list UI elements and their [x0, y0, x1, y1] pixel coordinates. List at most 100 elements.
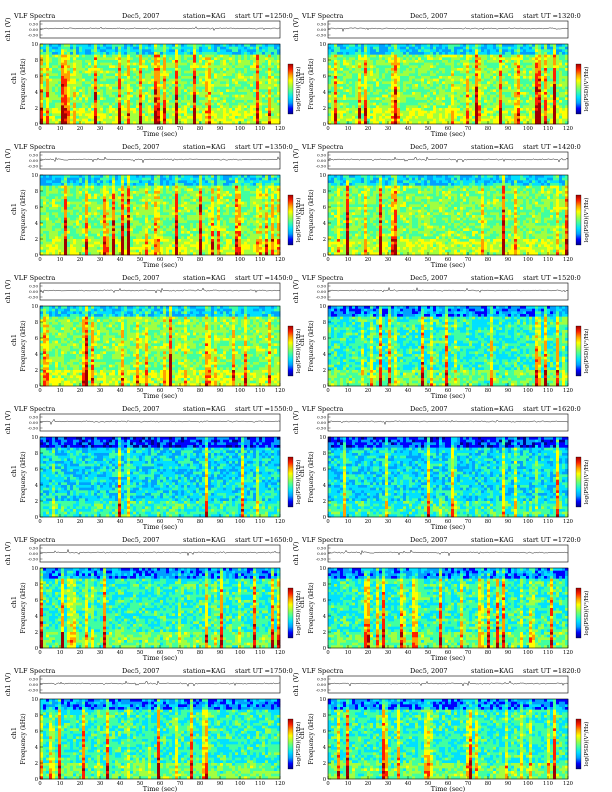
spectrogram-cell: [442, 76, 445, 79]
spectrogram-cell: [499, 119, 502, 122]
spectrogram-cell: [397, 79, 400, 82]
spectrogram-cell: [217, 81, 220, 84]
spectrogram-cell: [382, 55, 385, 58]
spectrogram-cell: [238, 47, 241, 50]
spectrogram-cell: [55, 57, 58, 60]
spectrogram-cell: [541, 60, 544, 63]
spectrogram-cell: [394, 49, 397, 52]
spectrogram-cell: [154, 68, 157, 71]
spectrogram-cell: [151, 103, 154, 106]
spectrogram-cell: [361, 79, 364, 82]
spectrogram-cell: [448, 60, 451, 63]
spectrogram-cell: [49, 92, 52, 95]
spectrogram-cell: [142, 47, 145, 50]
spectrogram-cell: [484, 81, 487, 84]
spectrogram-cell: [415, 65, 418, 68]
spectrogram-cell: [508, 87, 511, 90]
spectrogram-cell: [406, 65, 409, 68]
spectrogram-cell: [550, 119, 553, 122]
spectrogram-cell: [160, 116, 163, 119]
spectrogram-cell: [232, 76, 235, 79]
spectrogram-cell: [406, 84, 409, 87]
spectrogram-cell: [394, 92, 397, 95]
spectrogram-cell: [172, 108, 175, 111]
spectrogram-cell: [145, 119, 148, 122]
spectrogram-cell: [442, 97, 445, 100]
spectrogram-cell: [211, 60, 214, 63]
spectrogram-cell: [511, 113, 514, 116]
spectrogram-cell: [199, 57, 202, 60]
spectrogram-cell: [376, 100, 379, 103]
spectrogram-cell: [487, 100, 490, 103]
spectrogram-cell: [550, 57, 553, 60]
spectrogram-cell: [163, 84, 166, 87]
spectrogram-cell: [481, 73, 484, 76]
spectrogram-cell: [169, 52, 172, 55]
spectrogram-cell: [274, 89, 277, 92]
spectrogram-cell: [169, 65, 172, 68]
spectrogram-cell: [484, 97, 487, 100]
spectrogram-cell: [391, 103, 394, 106]
spectrogram-cell: [382, 92, 385, 95]
spectrogram-cell: [424, 76, 427, 79]
spectrogram-cell: [76, 116, 79, 119]
spectrogram-cell: [508, 81, 511, 84]
spectrogram-cell: [379, 47, 382, 50]
spectrogram-cell: [274, 116, 277, 119]
spectrogram-cell: [481, 65, 484, 68]
spectrogram-cell: [43, 175, 46, 178]
spectrogram-cell: [130, 113, 133, 116]
spectrogram-cell: [43, 57, 46, 60]
y-tick-label: 4: [35, 90, 39, 96]
spectrogram-cell: [73, 119, 76, 122]
spectrogram-cell: [109, 111, 112, 114]
spectrogram-cell: [100, 103, 103, 106]
spectrogram-cell: [346, 52, 349, 55]
spectrogram-cell: [370, 89, 373, 92]
spectrogram-cell: [523, 79, 526, 82]
spectrogram-cell: [190, 108, 193, 111]
spectrogram-cell: [61, 119, 64, 122]
spectrogram-cell: [49, 108, 52, 111]
spectrogram-cell: [175, 84, 178, 87]
spectrogram-cell: [166, 103, 169, 106]
spectrogram-cell: [517, 113, 520, 116]
spectrogram-cell: [478, 55, 481, 58]
spectrogram-cell: [523, 65, 526, 68]
spectrogram-cell: [475, 95, 478, 98]
spectrogram-cell: [46, 108, 49, 111]
spectrogram-cell: [328, 68, 331, 71]
spectrogram-cell: [343, 95, 346, 98]
spectrogram-cell: [403, 100, 406, 103]
spectrogram-cell: [112, 81, 115, 84]
spectrogram-cell: [475, 71, 478, 74]
spectrogram-cell: [346, 57, 349, 60]
spectrogram-cell: [58, 111, 61, 114]
spectrogram-cell: [430, 116, 433, 119]
spectrogram-cell: [61, 47, 64, 50]
spectrogram-cell: [262, 84, 265, 87]
spectrogram-cell: [355, 103, 358, 106]
spectrogram-cell: [340, 84, 343, 87]
spectrogram-cell: [379, 84, 382, 87]
spectrogram-cell: [367, 57, 370, 60]
spectrogram-cell: [250, 65, 253, 68]
spectrogram-cell: [547, 116, 550, 119]
spectrogram-cell: [553, 49, 556, 52]
spectrogram-cell: [505, 71, 508, 74]
spectrogram-cell: [187, 49, 190, 52]
spectrogram-cell: [502, 87, 505, 90]
spectrogram-cell: [46, 111, 49, 114]
spectrogram-cell: [253, 87, 256, 90]
spectrogram-cell: [379, 71, 382, 74]
spectrogram-cell: [43, 116, 46, 119]
spectrogram-cell: [94, 81, 97, 84]
spectrogram-cell: [388, 81, 391, 84]
spectrogram-cell: [133, 113, 136, 116]
spectrogram-cell: [196, 113, 199, 116]
spectrogram-cell: [388, 84, 391, 87]
spectrogram-cell: [220, 81, 223, 84]
spectrogram-cell: [388, 47, 391, 50]
spectrogram-cell: [457, 92, 460, 95]
spectrogram-cell: [415, 116, 418, 119]
